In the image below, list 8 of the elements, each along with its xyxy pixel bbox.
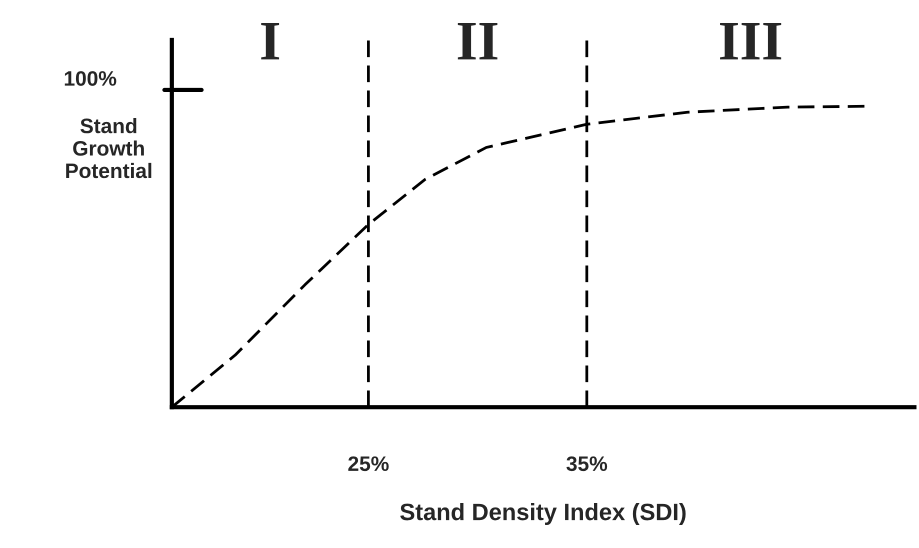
text: I (261, 23, 280, 60)
y-axis-title: Stand Growth Potential (66, 118, 152, 178)
x-axis-title: Stand Density Index (SDI) (400, 502, 686, 525)
x-tick-label: 25% (348, 456, 389, 472)
text: II (458, 23, 498, 60)
x-tick-label: 35% (566, 456, 608, 472)
text: 100% (64, 71, 116, 86)
text: III (720, 23, 782, 60)
